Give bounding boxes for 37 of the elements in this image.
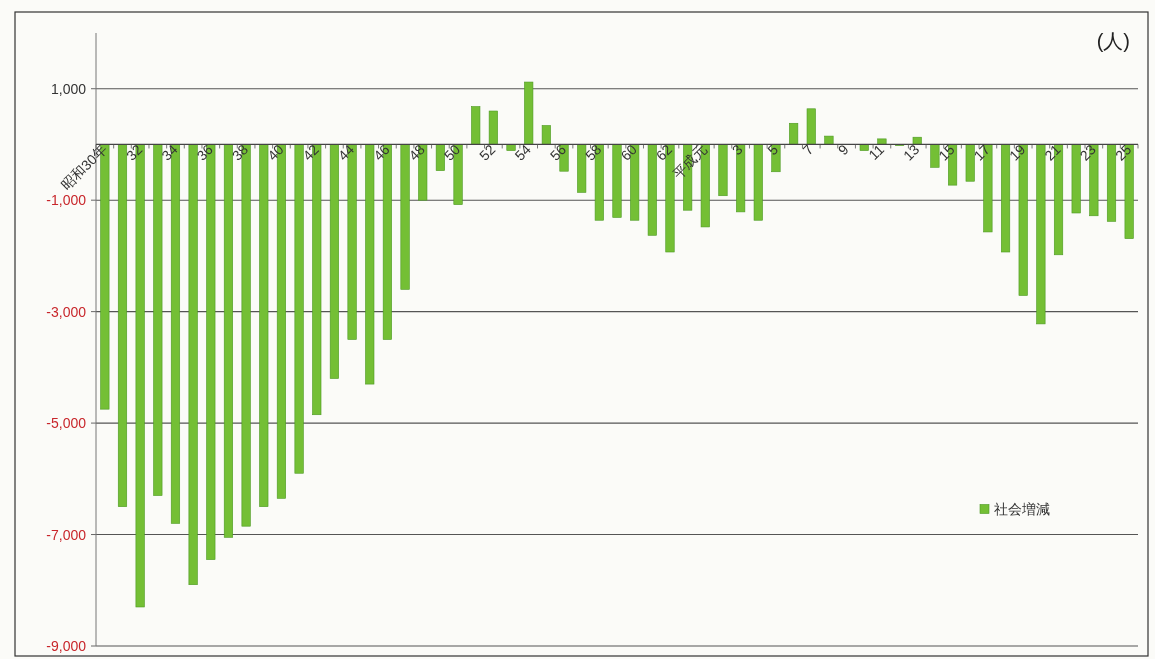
- x-tick-label: 60: [617, 141, 640, 164]
- legend-label: 社会増減: [994, 500, 1050, 517]
- x-tick-label: 62: [652, 141, 676, 164]
- x-tick-label: 34: [158, 141, 181, 164]
- x-tick-label: 52: [476, 141, 499, 164]
- y-tick-label: -9,000: [46, 638, 87, 654]
- x-tick-label: 19: [1006, 141, 1029, 164]
- y-axis-title: (人): [1096, 30, 1130, 52]
- y-tick-label: -5,000: [46, 415, 87, 432]
- x-tick-label: 58: [582, 141, 605, 164]
- x-tick-label: 13: [900, 141, 923, 164]
- x-tick-label: 42: [299, 141, 323, 164]
- x-tick-label: 36: [193, 141, 217, 164]
- y-tick-label: -7,000: [46, 526, 87, 543]
- x-tick-label: 23: [1076, 141, 1100, 164]
- y-tick-label: 1,000: [50, 80, 87, 97]
- x-tick-label: 54: [511, 141, 534, 164]
- x-tick-label: 32: [122, 141, 146, 164]
- x-tick-label: 7: [799, 141, 817, 159]
- y-tick-label: -3,000: [46, 303, 87, 320]
- x-tick-label: 56: [546, 141, 570, 164]
- x-tick-label: 5: [764, 141, 782, 159]
- x-tick-label: 44: [334, 141, 358, 164]
- x-tick-label: 11: [865, 141, 888, 163]
- x-tick-label: 3: [728, 141, 746, 159]
- x-tick-label: 17: [970, 141, 994, 164]
- x-tick-label: 昭和30年: [57, 141, 110, 194]
- x-tick-label: 48: [405, 141, 428, 164]
- x-tick-label: 38: [228, 141, 252, 164]
- x-tick-label: 40: [264, 141, 287, 164]
- x-tick-label: 50: [440, 141, 464, 164]
- x-tick-label: 21: [1041, 141, 1064, 164]
- x-tick-label: 46: [370, 141, 393, 164]
- y-tick-label: -1,000: [46, 192, 87, 209]
- x-tick-label: 9: [834, 141, 852, 159]
- x-tick-label: 25: [1111, 141, 1135, 164]
- x-tick-label: 15: [935, 141, 958, 164]
